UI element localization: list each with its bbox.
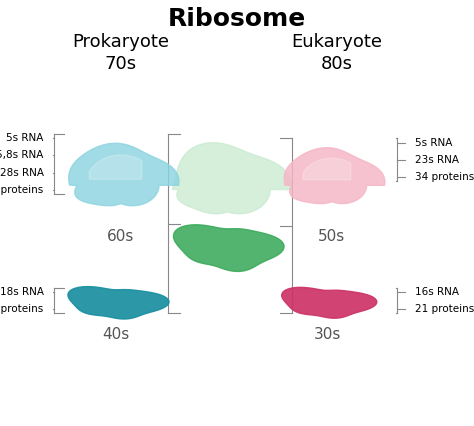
Text: Ribosome: Ribosome xyxy=(168,7,306,31)
Text: Eukaryote
80s: Eukaryote 80s xyxy=(291,33,382,73)
Text: 33 proteins: 33 proteins xyxy=(0,304,44,314)
Text: 28s RNA: 28s RNA xyxy=(0,167,44,178)
Text: 21 proteins: 21 proteins xyxy=(415,304,474,314)
Text: 5,8s RNA: 5,8s RNA xyxy=(0,150,44,161)
Text: Prokaryote
70s: Prokaryote 70s xyxy=(73,33,169,73)
Polygon shape xyxy=(282,288,377,318)
Text: 40s: 40s xyxy=(102,327,130,342)
Text: 23s RNA: 23s RNA xyxy=(415,155,459,165)
Polygon shape xyxy=(284,148,385,204)
Polygon shape xyxy=(69,143,179,206)
Polygon shape xyxy=(173,143,292,214)
Polygon shape xyxy=(303,158,351,180)
Text: 34 proteins: 34 proteins xyxy=(415,172,474,182)
Text: 30s: 30s xyxy=(313,327,341,342)
Text: 49 proteins: 49 proteins xyxy=(0,184,44,195)
Text: 18s RNA: 18s RNA xyxy=(0,287,44,297)
Polygon shape xyxy=(173,225,284,271)
Polygon shape xyxy=(68,287,169,319)
Text: 60s: 60s xyxy=(107,229,135,244)
Text: 16s RNA: 16s RNA xyxy=(415,287,459,297)
Polygon shape xyxy=(89,155,142,179)
Text: 5s RNA: 5s RNA xyxy=(415,138,452,148)
Text: 5s RNA: 5s RNA xyxy=(6,133,44,144)
Text: 50s: 50s xyxy=(318,229,346,244)
